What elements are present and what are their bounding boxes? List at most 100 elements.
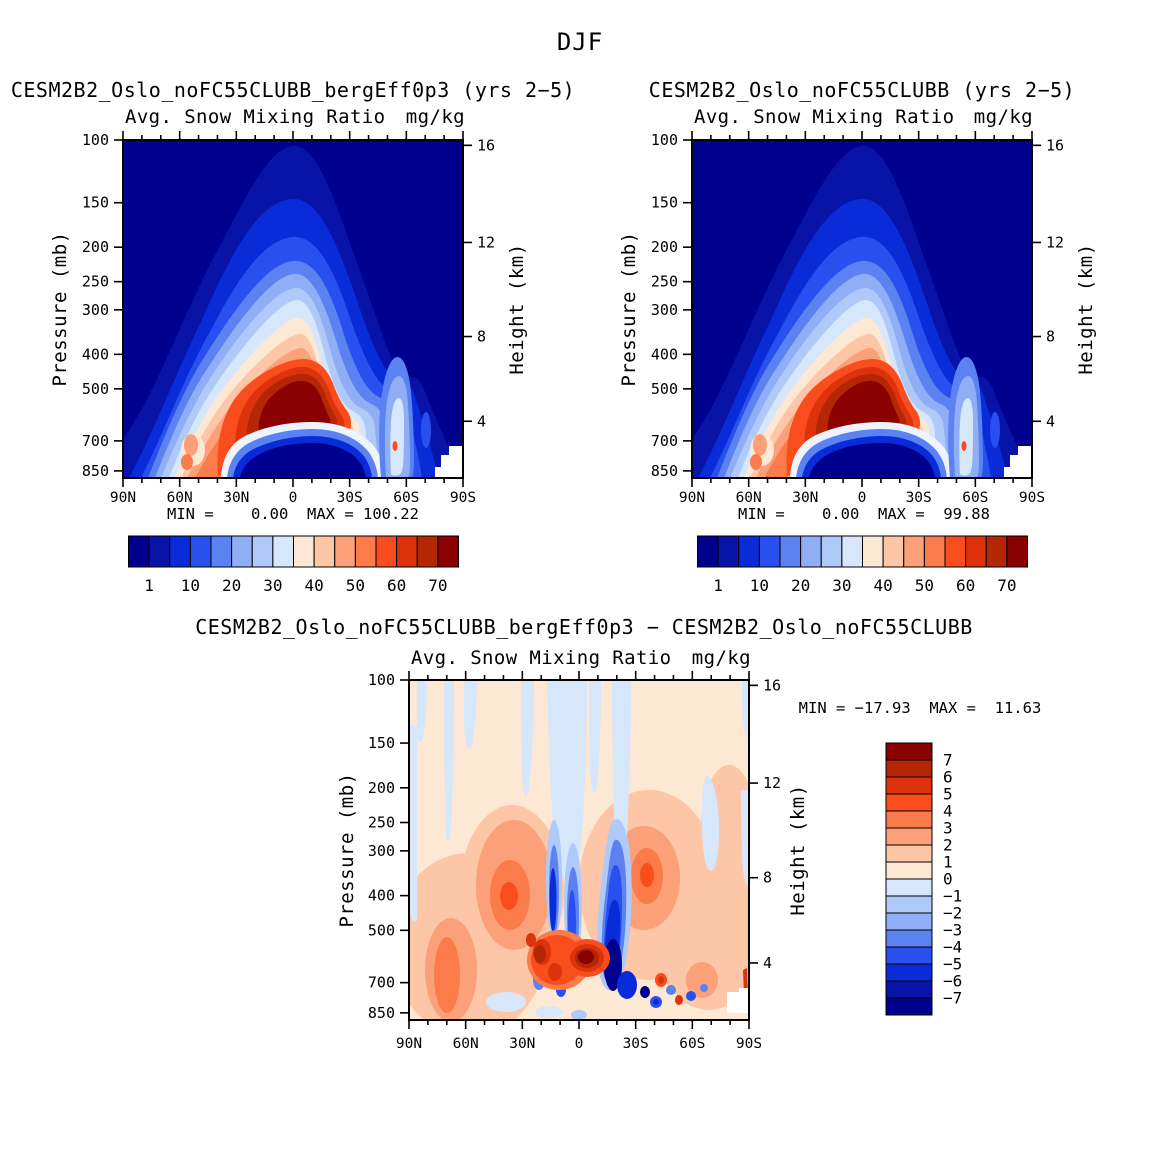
panel1-minmax: MIN = 0.00 MAX = 100.22 (167, 505, 419, 523)
colorbar-label: 20 (791, 576, 810, 595)
panel3-subtitle: Avg. Snow Mixing Ratio (411, 647, 672, 669)
height-tick-label: 8 (763, 869, 772, 887)
pressure-tick-label: 200 (82, 238, 109, 256)
diff-colorbar-label: −3 (943, 921, 962, 940)
diff-colorbar-cell (885, 759, 933, 778)
height-tick-label: 8 (1046, 328, 1055, 346)
lat-tick-label: 60S (679, 1036, 705, 1052)
diff-colorbar-label: −6 (943, 972, 962, 991)
lat-tick-label: 30N (509, 1036, 535, 1052)
pressure-tick-label: 300 (82, 301, 109, 319)
colorbar-label: 70 (428, 576, 447, 595)
diff-colorbar-cell (885, 997, 933, 1016)
diff-colorbar-cell (885, 861, 933, 880)
colorbar-label: 40 (304, 576, 323, 595)
pressure-tick-label: 400 (368, 887, 395, 905)
colorbar-cell (697, 535, 719, 568)
pressure-tick-label: 850 (82, 462, 109, 480)
lat-tick-label: 90S (1019, 490, 1045, 506)
colorbar-cell (717, 535, 740, 568)
colorbar-label: 50 (915, 576, 934, 595)
diff-colorbar-cell (885, 776, 933, 795)
colorbar-cell (334, 535, 356, 568)
colorbar-label: 60 (387, 576, 406, 595)
pressure-tick-label: 500 (82, 380, 109, 398)
pressure-tick-label: 500 (368, 921, 395, 939)
diff-colorbar-cell (885, 895, 933, 914)
diff-colorbar-label: −2 (943, 904, 962, 923)
colorbar-cell (251, 535, 274, 568)
pressure-tick-label: 150 (368, 734, 395, 752)
diff-colorbar-label: 2 (943, 836, 953, 855)
lat-tick-label: 90S (736, 1036, 762, 1052)
panel3-contour-plot (391, 680, 764, 1037)
diff-colorbar-cell (885, 929, 933, 948)
height-tick-label: 16 (763, 676, 781, 694)
colorbar-label: 10 (181, 576, 200, 595)
pressure-tick-label: 850 (651, 462, 678, 480)
diff-colorbar-cell (885, 810, 933, 829)
diff-colorbar-label: 4 (943, 802, 953, 821)
lat-tick-label: 60N (453, 1036, 479, 1052)
diff-colorbar-label: −1 (943, 887, 962, 906)
panel2-contour-plot (691, 140, 1033, 478)
panel2-minmax: MIN = 0.00 MAX = 99.88 (738, 505, 990, 523)
panel3-title: CESM2B2_Oslo_noFC55CLUBB_bergEff0p3 − CE… (195, 615, 973, 639)
diff-colorbar-cell (885, 963, 933, 982)
colorbar-cell (396, 535, 418, 568)
colorbar-label: 60 (956, 576, 975, 595)
colorbar-label: 40 (873, 576, 892, 595)
diff-colorbar-cell (885, 844, 933, 863)
diff-colorbar-label: 0 (943, 870, 953, 889)
height-tick-label: 4 (477, 412, 486, 430)
diff-colorbar-cell (885, 742, 933, 761)
diff-colorbar-label: −4 (943, 938, 962, 957)
pressure-tick-label: 700 (651, 432, 678, 450)
height-tick-label: 16 (1046, 136, 1064, 154)
colorbar-cell (293, 535, 315, 568)
colorbar-cell (313, 535, 336, 568)
pressure-tick-label: 100 (368, 671, 395, 689)
colorbar-cell (923, 535, 946, 568)
pressure-tick-label: 300 (368, 842, 395, 860)
pressure-tick-label: 250 (368, 814, 395, 832)
colorbar-cell (738, 535, 760, 568)
colorbar-cell (128, 535, 150, 568)
height-tick-label: 12 (477, 233, 495, 251)
diff-colorbar-label: 3 (943, 819, 953, 838)
height-tick-label: 12 (763, 774, 781, 792)
colorbar-label: 1 (144, 576, 154, 595)
colorbar-cell (272, 535, 294, 568)
lat-tick-label: 30S (337, 490, 363, 506)
colorbar-cell (944, 535, 967, 568)
diff-colorbar-cell (885, 827, 933, 846)
height-tick-label: 12 (1046, 233, 1064, 251)
diff-colorbar-label: 1 (943, 853, 953, 872)
colorbar-cell (189, 535, 212, 568)
colorbar-cell (965, 535, 987, 568)
colorbar-cell (779, 535, 802, 568)
height-tick-label: 4 (763, 954, 772, 972)
pressure-tick-label: 300 (651, 301, 678, 319)
diff-colorbar-label: −7 (943, 989, 962, 1008)
diff-colorbar-cell (885, 980, 933, 999)
lat-tick-label: 0 (575, 1036, 584, 1052)
panel1-contour-plot (122, 140, 464, 478)
diff-colorbar-label: 5 (943, 785, 953, 804)
lat-tick-label: 60N (167, 490, 193, 506)
lat-tick-label: 30N (792, 490, 818, 506)
colorbar-cell (210, 535, 233, 568)
colorbar-cell (903, 535, 925, 568)
panel2-title: CESM2B2_Oslo_noFC55CLUBB (yrs 2−5) (648, 78, 1076, 102)
pressure-tick-label: 700 (82, 432, 109, 450)
panel1-units: mg/kg (405, 106, 465, 128)
pressure-tick-label: 850 (368, 1004, 395, 1022)
panel3-units: mg/kg (691, 647, 751, 669)
colorbar-cell (437, 535, 459, 568)
diff-colorbar-label: 6 (943, 768, 953, 787)
height-tick-label: 8 (477, 328, 486, 346)
colorbar-cell (800, 535, 822, 568)
colorbar-cell (985, 535, 1008, 568)
diff-colorbar-cell (885, 946, 933, 965)
